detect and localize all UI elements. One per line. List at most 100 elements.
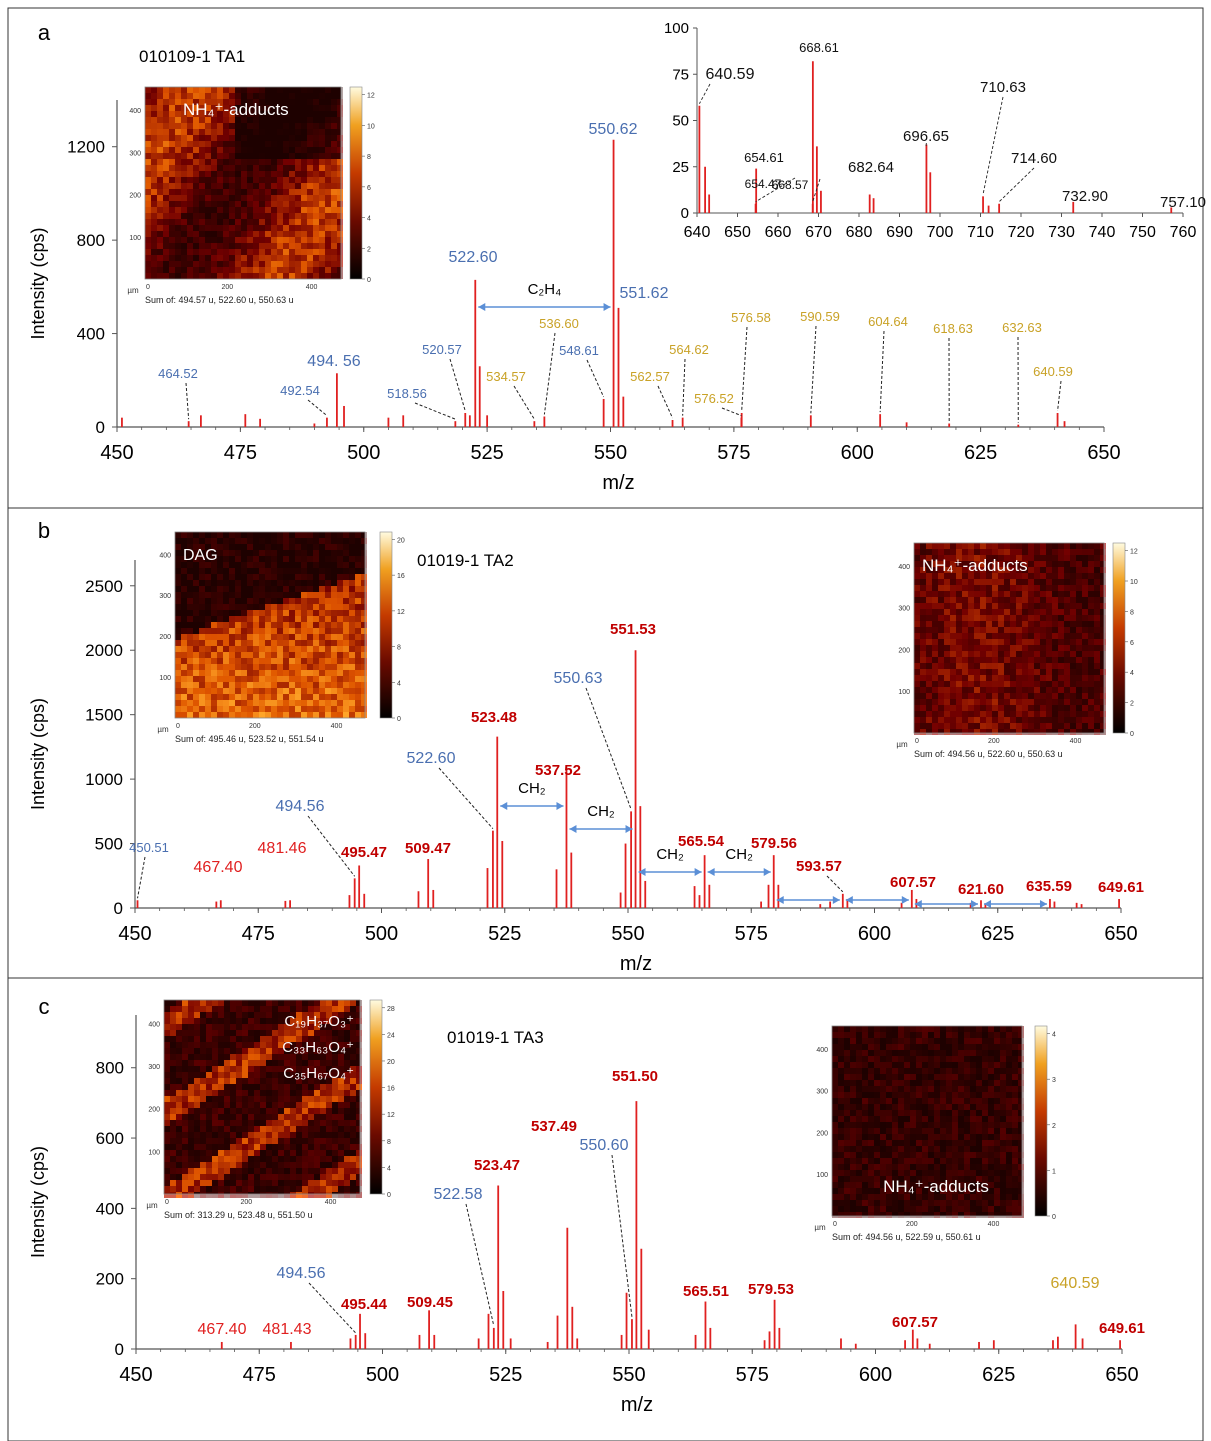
map-pixel: [1004, 549, 1010, 555]
map-pixel: [151, 201, 157, 207]
map-pixel: [295, 147, 301, 153]
map-pixel: [163, 267, 169, 273]
map-pixel: [283, 87, 289, 93]
map-pixel: [1016, 555, 1022, 561]
map-pixel: [181, 700, 187, 706]
map-pixel: [248, 1018, 254, 1024]
map-pixel: [259, 87, 265, 93]
map-pixel: [290, 1162, 296, 1168]
map-pixel: [992, 633, 998, 639]
map-pixel: [968, 555, 974, 561]
map-pixel: [283, 610, 289, 616]
map-pixel: [295, 652, 301, 658]
map-pixel: [1046, 549, 1052, 555]
map-pixel: [229, 273, 235, 279]
map-pixel: [157, 123, 163, 129]
map-pixel: [290, 1066, 296, 1072]
map-pixel: [187, 177, 193, 183]
leader-line: [137, 856, 146, 899]
map-pixel: [289, 706, 295, 712]
map-pixel: [212, 1054, 218, 1060]
map-pixel: [254, 1060, 260, 1066]
map-pixel: [163, 93, 169, 99]
map-pixel: [1010, 579, 1016, 585]
map-pixel: [295, 255, 301, 261]
map-pixel: [332, 1030, 338, 1036]
map-pixel: [145, 105, 151, 111]
map-pixel: [986, 591, 992, 597]
map-pixel: [169, 273, 175, 279]
map-pixel: [350, 1048, 356, 1054]
map-pixel: [950, 663, 956, 669]
map-pixel: [337, 165, 343, 171]
map-pixel: [194, 1042, 200, 1048]
map-pixel: [206, 1030, 212, 1036]
map-pixel: [355, 580, 361, 586]
map-pixel: [338, 1036, 344, 1042]
map-pixel: [206, 1000, 212, 1006]
map-pixel: [211, 562, 217, 568]
map-pixel: [926, 609, 932, 615]
map-pixel: [223, 153, 229, 159]
map-pixel: [182, 1084, 188, 1090]
map-pixel: [289, 676, 295, 682]
map-pixel: [271, 171, 277, 177]
map-pixel: [259, 670, 265, 676]
map-pixel: [181, 219, 187, 225]
map-pixel: [920, 549, 926, 555]
map-pixel: [199, 658, 205, 664]
map-pixel: [289, 165, 295, 171]
map-pixel: [1010, 723, 1016, 729]
map-pixel: [950, 567, 956, 573]
map-pixel: [325, 586, 331, 592]
map-pixel: [205, 147, 211, 153]
map-pixel: [176, 1114, 182, 1120]
map-pixel: [296, 1018, 302, 1024]
map-pixel: [217, 634, 223, 640]
map-pixel: [308, 1162, 314, 1168]
map-pixel: [211, 99, 217, 105]
map-pixel: [259, 213, 265, 219]
map-pixel: [259, 165, 265, 171]
map-pixel: [265, 141, 271, 147]
map-pixel: [187, 646, 193, 652]
map-pixel: [325, 682, 331, 688]
map-pixel: [1064, 585, 1070, 591]
inset-y-tick-label: 75: [672, 66, 689, 83]
map-pixel: [350, 1156, 356, 1162]
map-pixel: [350, 1042, 356, 1048]
map-pixel: [319, 249, 325, 255]
map-pixel: [301, 574, 307, 580]
map-pixel: [181, 562, 187, 568]
map-pixel: [962, 705, 968, 711]
map-pixel: [980, 723, 986, 729]
map-pixel: [175, 634, 181, 640]
map-pixel: [277, 261, 283, 267]
map-caption: Sum of: 494.57 u, 522.60 u, 550.63 u: [145, 295, 294, 305]
map-pixel: [283, 574, 289, 580]
map-pixel: [217, 153, 223, 159]
map-pixel: [259, 249, 265, 255]
map-pixel: [308, 1096, 314, 1102]
map-pixel: [1046, 603, 1052, 609]
map-pixel: [361, 610, 367, 616]
x-tick-label: 650: [1104, 923, 1137, 945]
map-pixel: [1094, 717, 1100, 723]
map-pixel: [259, 261, 265, 267]
map-pixel: [1022, 645, 1028, 651]
map-pixel: [193, 706, 199, 712]
map-pixel: [187, 616, 193, 622]
map-pixel: [187, 93, 193, 99]
map-pixel: [1070, 543, 1076, 549]
map-pixel: [145, 267, 151, 273]
map-pixel: [307, 105, 313, 111]
map-pixel: [253, 694, 259, 700]
map-pixel: [205, 267, 211, 273]
map-pixel: [308, 1156, 314, 1162]
map-pixel: [157, 213, 163, 219]
map-pixel: [266, 1030, 272, 1036]
map-pixel: [157, 207, 163, 213]
map-pixel: [892, 1056, 898, 1062]
map-pixel: [193, 628, 199, 634]
map-pixel: [289, 177, 295, 183]
